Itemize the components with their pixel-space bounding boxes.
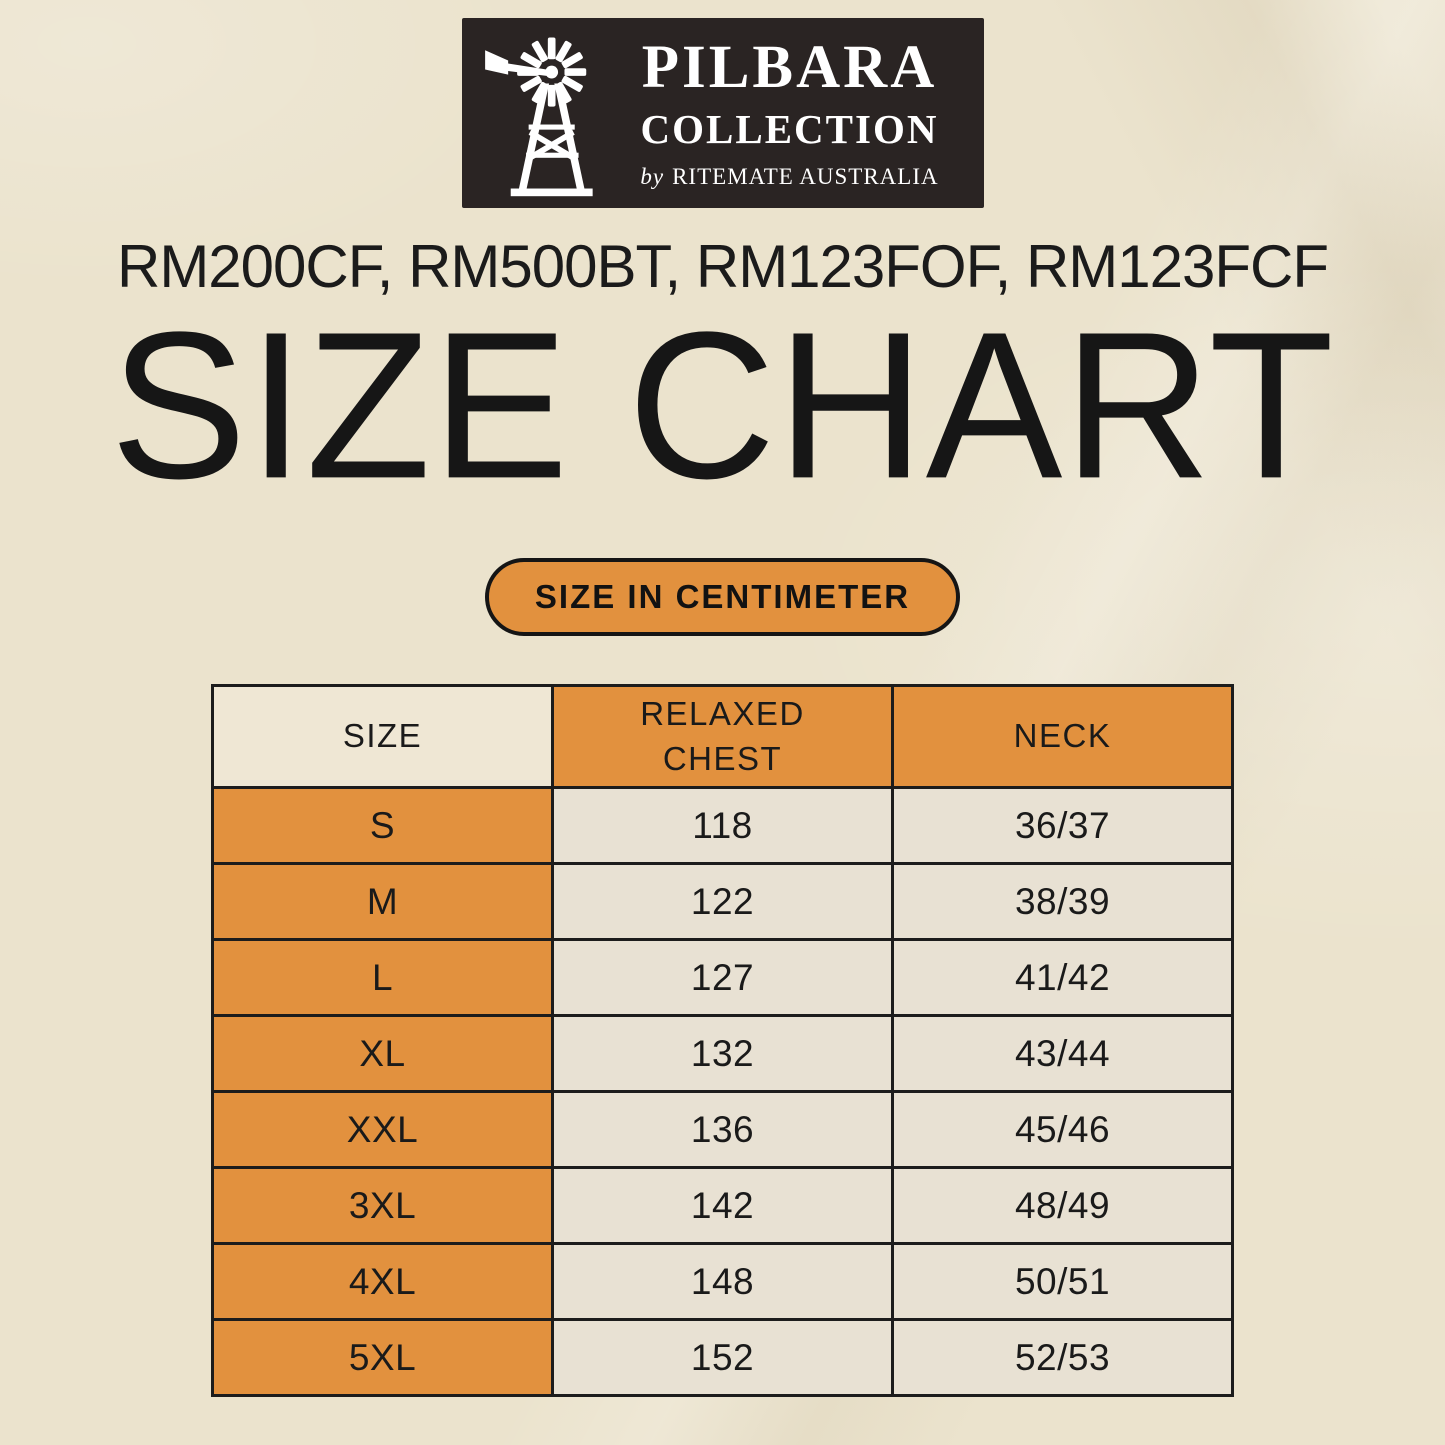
neck-cell: 48/49 bbox=[891, 1166, 1234, 1245]
size-cell: S bbox=[211, 786, 554, 865]
size-cell: 3XL bbox=[211, 1166, 554, 1245]
product-codes: RM200CF, RM500BT, RM123FOF, RM123FCF bbox=[117, 233, 1329, 300]
column-header-size: SIZE bbox=[211, 684, 554, 789]
size-cell: XXL bbox=[211, 1090, 554, 1169]
logo-collection-label: COLLECTION bbox=[640, 106, 939, 153]
size-cell: L bbox=[211, 938, 554, 1017]
table-row: M 122 38/39 bbox=[211, 862, 1234, 941]
header-row: SIZE RELAXED CHEST NECK bbox=[211, 684, 1234, 789]
table-row: XXL 136 45/46 bbox=[211, 1090, 1234, 1169]
size-cell: 5XL bbox=[211, 1318, 554, 1397]
size-cell: 4XL bbox=[211, 1242, 554, 1321]
logo-byline: by RITEMATE AUSTRALIA bbox=[640, 164, 938, 190]
neck-cell: 36/37 bbox=[891, 786, 1234, 865]
size-table-header: SIZE RELAXED CHEST NECK bbox=[211, 684, 1234, 789]
table-row: 4XL 148 50/51 bbox=[211, 1242, 1234, 1321]
size-cell: XL bbox=[211, 1014, 554, 1093]
neck-cell: 41/42 bbox=[891, 938, 1234, 1017]
relaxed-chest-cell: 122 bbox=[551, 862, 894, 941]
relaxed-chest-cell: 152 bbox=[551, 1318, 894, 1397]
size-cell: M bbox=[211, 862, 554, 941]
table-row: L 127 41/42 bbox=[211, 938, 1234, 1017]
logo-brand-name: PILBARA bbox=[641, 34, 938, 102]
relaxed-chest-cell: 142 bbox=[551, 1166, 894, 1245]
logo-text: PILBARA COLLECTION by RITEMATE AUSTRALIA bbox=[622, 36, 958, 189]
neck-cell: 50/51 bbox=[891, 1242, 1234, 1321]
brand-logo: PILBARA COLLECTION by RITEMATE AUSTRALIA bbox=[461, 18, 984, 208]
relaxed-chest-cell: 136 bbox=[551, 1090, 894, 1169]
table-row: 5XL 152 52/53 bbox=[211, 1318, 1234, 1397]
relaxed-chest-cell: 148 bbox=[551, 1242, 894, 1321]
neck-cell: 52/53 bbox=[891, 1318, 1234, 1397]
neck-cell: 38/39 bbox=[891, 862, 1234, 941]
windmill-icon bbox=[484, 37, 593, 197]
table-row: 3XL 142 48/49 bbox=[211, 1166, 1234, 1245]
column-header-relaxed-chest: RELAXED CHEST bbox=[551, 684, 894, 789]
page-title: SIZE CHART bbox=[110, 288, 1335, 523]
size-table-body: S 118 36/37 M 122 38/39 L 127 41/42 XL 132 43/44 XXL… bbox=[211, 786, 1234, 1397]
neck-cell: 45/46 bbox=[891, 1090, 1234, 1169]
relaxed-chest-cell: 127 bbox=[551, 938, 894, 1017]
logo-byline-company: RITEMATE AUSTRALIA bbox=[672, 163, 939, 189]
table-row: XL 132 43/44 bbox=[211, 1014, 1234, 1093]
column-header-neck: NECK bbox=[891, 684, 1234, 789]
relaxed-chest-cell: 132 bbox=[551, 1014, 894, 1093]
table-row: S 118 36/37 bbox=[211, 786, 1234, 865]
logo-byline-prefix: by bbox=[640, 163, 665, 189]
unit-badge: SIZE IN CENTIMETER bbox=[484, 558, 961, 636]
neck-cell: 43/44 bbox=[891, 1014, 1234, 1093]
size-table: SIZE RELAXED CHEST NECK S 118 36/37 M 122 38/… bbox=[211, 684, 1234, 1397]
relaxed-chest-cell: 118 bbox=[551, 786, 894, 865]
